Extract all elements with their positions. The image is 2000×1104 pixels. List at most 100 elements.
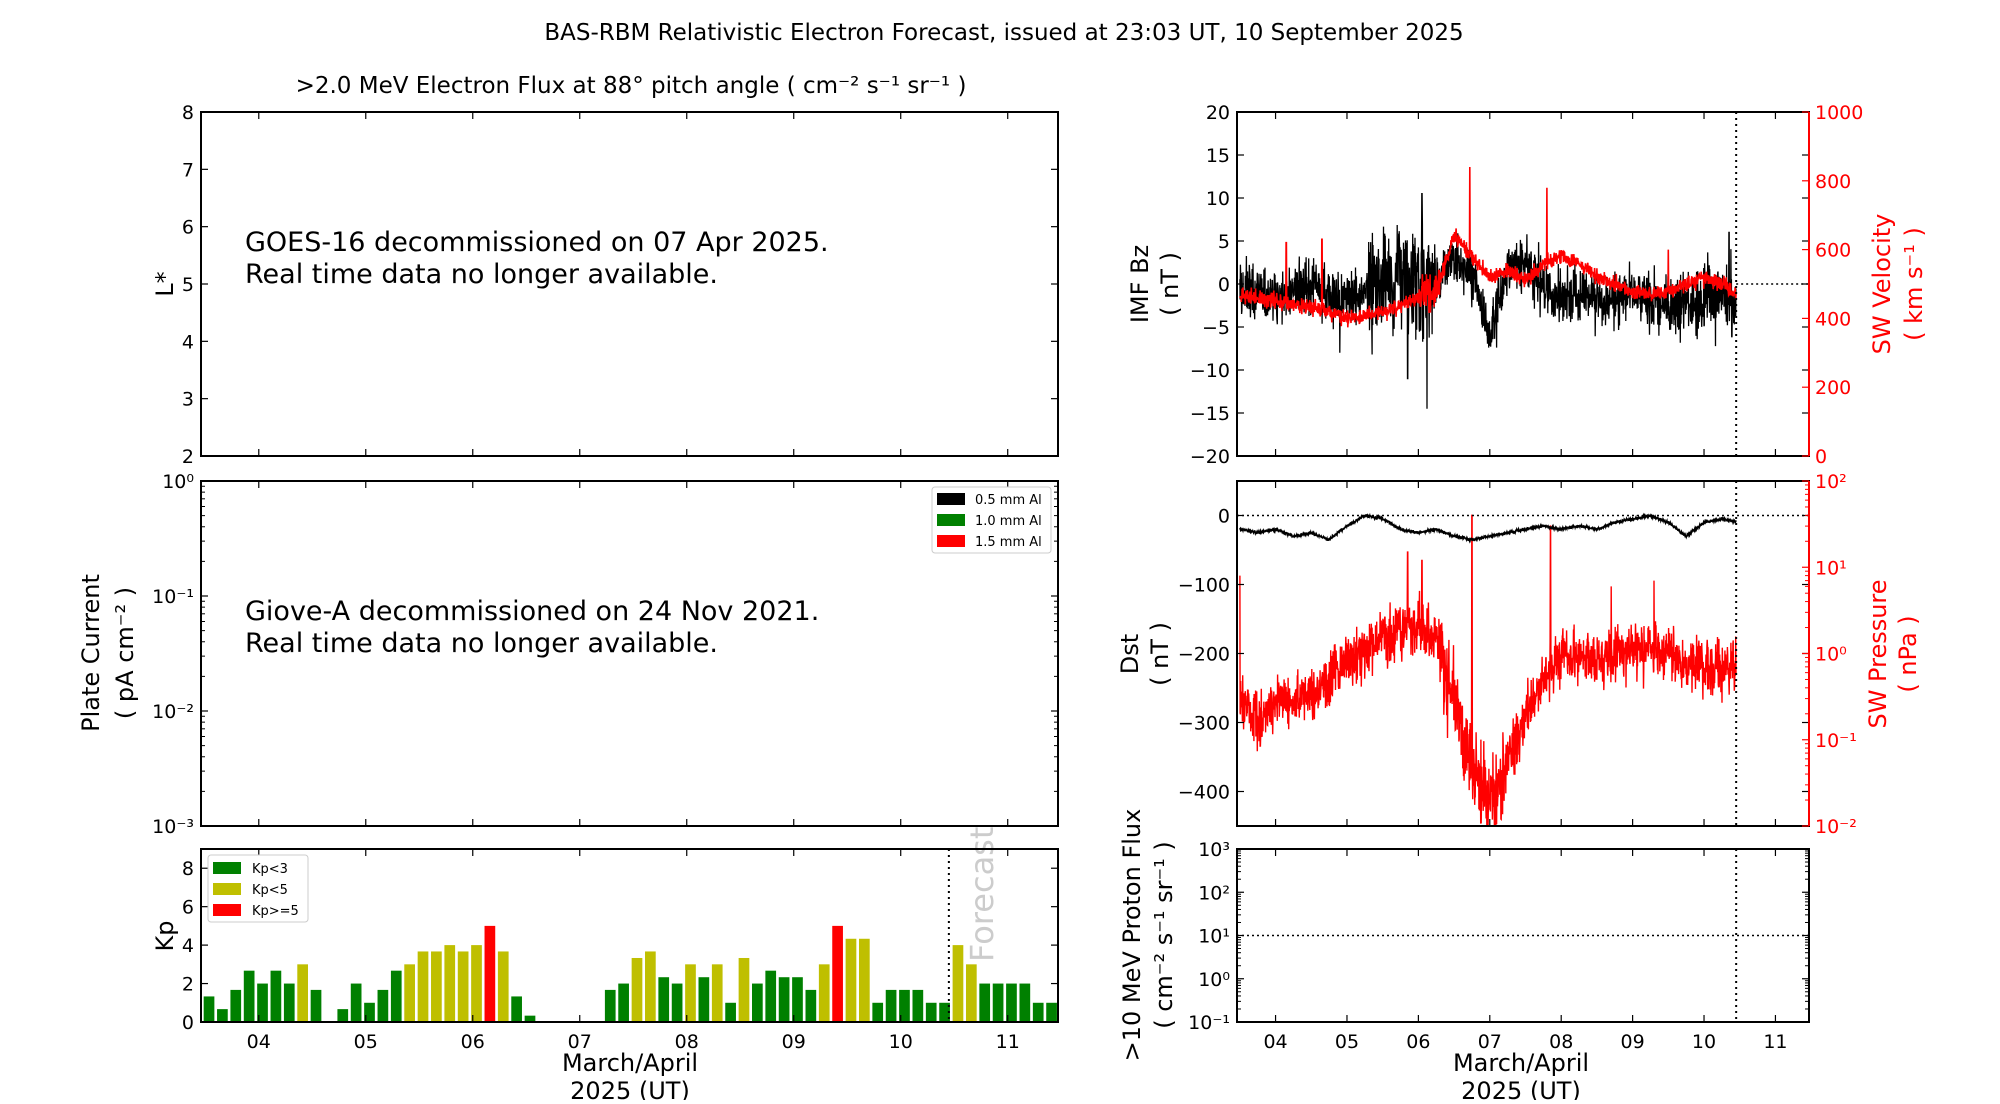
left-x-axis-label-2: 2025 (UT) (570, 1077, 690, 1100)
kp-bar (939, 1002, 950, 1022)
sw-pressure-y2-tick-label: 10⁻² (1815, 816, 1857, 838)
imf-bz-axis-label: IMF Bz (1126, 245, 1154, 323)
kp-bar (818, 964, 830, 1022)
kp-bar (604, 989, 616, 1022)
legend-label: 1.0 mm Al (975, 514, 1042, 529)
kp-bar (1032, 1002, 1044, 1022)
kp-bar (738, 957, 750, 1022)
kp-bar (377, 989, 389, 1022)
kp-bar (484, 925, 496, 1022)
kp-bar (524, 1015, 536, 1022)
plate-current-unit-label: ( pA cm⁻² ) (111, 587, 139, 719)
sw-pressure-y2-tick-label: 10⁻¹ (1815, 730, 1857, 752)
imf-bz-y-tick-label: 5 (1218, 231, 1230, 253)
dst-unit-label: ( nT ) (1146, 622, 1174, 686)
kp-bar (297, 964, 308, 1022)
lstar-axis-label: L* (151, 271, 179, 296)
x-tick-label: 11 (1763, 1031, 1787, 1053)
kp-axes-frame (200, 848, 1059, 1023)
imf-bz-y-tick-label: 0 (1218, 274, 1230, 296)
x-tick-label: 09 (1621, 1031, 1645, 1053)
sw-pressure-unit-label: ( nPa ) (1894, 615, 1922, 692)
right-x-axis-label-1: March/April (1453, 1049, 1589, 1077)
sw-velocity-unit-label: ( km s⁻¹ ) (1900, 227, 1928, 341)
plate-current-axes-frame (200, 480, 1059, 827)
left-x-axis-label-1: March/April (562, 1049, 698, 1077)
kp-bar (337, 1009, 349, 1022)
electron-flux-y-tick-label: 5 (182, 274, 194, 296)
legend-label: 1.5 mm Al (975, 535, 1042, 550)
sw-velocity-line (1239, 166, 1737, 328)
kp-bar (725, 1002, 736, 1022)
dst-axes-frame (1236, 480, 1810, 827)
kp-bar (310, 989, 322, 1022)
goes-message-line2: Real time data no longer available. (245, 259, 718, 290)
kp-bar (230, 989, 242, 1022)
legend-label: Kp>=5 (252, 904, 299, 919)
kp-bar (1019, 983, 1031, 1022)
imf-bz-y-tick-label: 20 (1206, 102, 1230, 124)
kp-bar (832, 925, 843, 1022)
kp-bar (631, 957, 643, 1022)
plate-current-y-tick-label: 10⁻¹ (152, 586, 194, 608)
kp-bar (444, 945, 456, 1022)
kp-legend: Kp<3 Kp<5 Kp>=5 (207, 854, 309, 923)
kp-bar (792, 977, 803, 1022)
legend-label: Kp<3 (252, 862, 288, 877)
imf-bz-y-tick-label: 10 (1206, 188, 1230, 210)
kp-bar (885, 989, 897, 1022)
legend-swatch (937, 535, 965, 547)
dst-y-tick-label: 0 (1218, 506, 1230, 528)
x-tick-label: 05 (1335, 1031, 1359, 1053)
goes-message-line1: GOES-16 decommissioned on 07 Apr 2025. (245, 227, 829, 258)
sw-pressure-axis-label: SW Pressure (1864, 579, 1892, 728)
kp-bar (765, 970, 777, 1022)
kp-bar (912, 989, 924, 1022)
kp-y-tick-label: 8 (182, 858, 194, 880)
giove-message-line2: Real time data no longer available. (245, 628, 718, 659)
kp-y-tick-label: 6 (182, 897, 194, 919)
kp-bar (952, 945, 964, 1022)
legend-swatch (937, 493, 965, 505)
dst-y-tick-label: −400 (1178, 782, 1230, 804)
kp-bar (778, 977, 790, 1022)
x-tick-label: 06 (461, 1031, 485, 1053)
x-tick-label: 09 (782, 1031, 806, 1053)
imf-bz-y-tick-label: −5 (1202, 317, 1230, 339)
x-tick-label: 04 (1263, 1031, 1287, 1053)
sw-velocity-y2-tick-label: 0 (1815, 446, 1827, 468)
proton-flux-unit-label: ( cm⁻² s⁻¹ sr⁻¹ ) (1150, 841, 1178, 1029)
imf-bz-unit-label: ( nT ) (1156, 252, 1184, 316)
forecast-label: Forecast (963, 827, 1001, 962)
kp-bar (658, 977, 670, 1022)
kp-bar (645, 951, 656, 1022)
plate-current-y-tick-label: 10⁻³ (152, 816, 194, 838)
sw-velocity-y2-tick-label: 600 (1815, 240, 1851, 262)
kp-y-tick-label: 2 (182, 974, 194, 996)
x-tick-label: 06 (1406, 1031, 1430, 1053)
legend-swatch (213, 904, 241, 916)
kp-bar (471, 945, 482, 1022)
legend-swatch (213, 883, 241, 895)
legend-swatch (213, 862, 241, 874)
kp-bar (431, 951, 442, 1022)
x-tick-label: 10 (1692, 1031, 1716, 1053)
legend-swatch (937, 514, 965, 526)
kp-bar (752, 983, 763, 1022)
kp-bar (845, 938, 857, 1022)
kp-bar (417, 951, 429, 1022)
kp-bar (899, 989, 910, 1022)
dst-y-tick-label: −200 (1178, 644, 1230, 666)
electron-flux-y-tick-label: 8 (182, 102, 194, 124)
x-tick-label: 10 (889, 1031, 913, 1053)
sw-pressure-y2-tick-label: 10¹ (1815, 557, 1847, 579)
kp-bar (243, 970, 255, 1022)
sw-velocity-y2-tick-label: 800 (1815, 171, 1851, 193)
dst-y-tick-label: −100 (1178, 575, 1230, 597)
proton-flux-y-tick-label: 10⁰ (1198, 969, 1230, 991)
dst-axis-label: Dst (1116, 634, 1144, 674)
kp-bar (497, 951, 509, 1022)
dst-line (1239, 512, 1737, 544)
electron-flux-y-tick-label: 3 (182, 389, 194, 411)
